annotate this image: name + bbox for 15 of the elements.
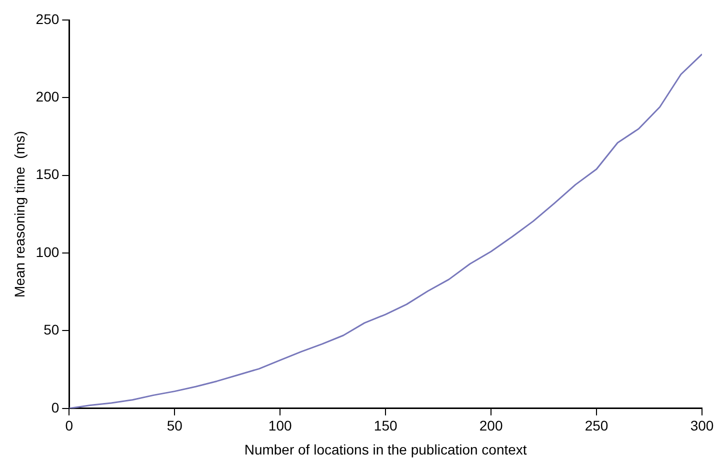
x-tick-label: 100 xyxy=(268,418,292,434)
x-tick-label: 250 xyxy=(584,418,608,434)
y-tick-label: 100 xyxy=(36,244,60,260)
y-tick-label: 200 xyxy=(36,88,60,105)
y-tick-label: 150 xyxy=(36,166,60,182)
x-tick-label: 0 xyxy=(65,418,74,434)
y-tick-label: 0 xyxy=(51,399,60,416)
x-axis-title: Number of locations in the publication context xyxy=(244,441,527,458)
y-tick-label: 50 xyxy=(44,322,60,338)
y-axis-title: Mean reasoning time (ms) xyxy=(11,130,28,298)
x-tick-label: 150 xyxy=(374,418,398,434)
x-tick-label: 300 xyxy=(690,418,714,434)
x-tick-label: 200 xyxy=(479,418,503,434)
x-tick-label: 50 xyxy=(166,418,183,434)
y-tick-label: 250 xyxy=(36,10,60,27)
